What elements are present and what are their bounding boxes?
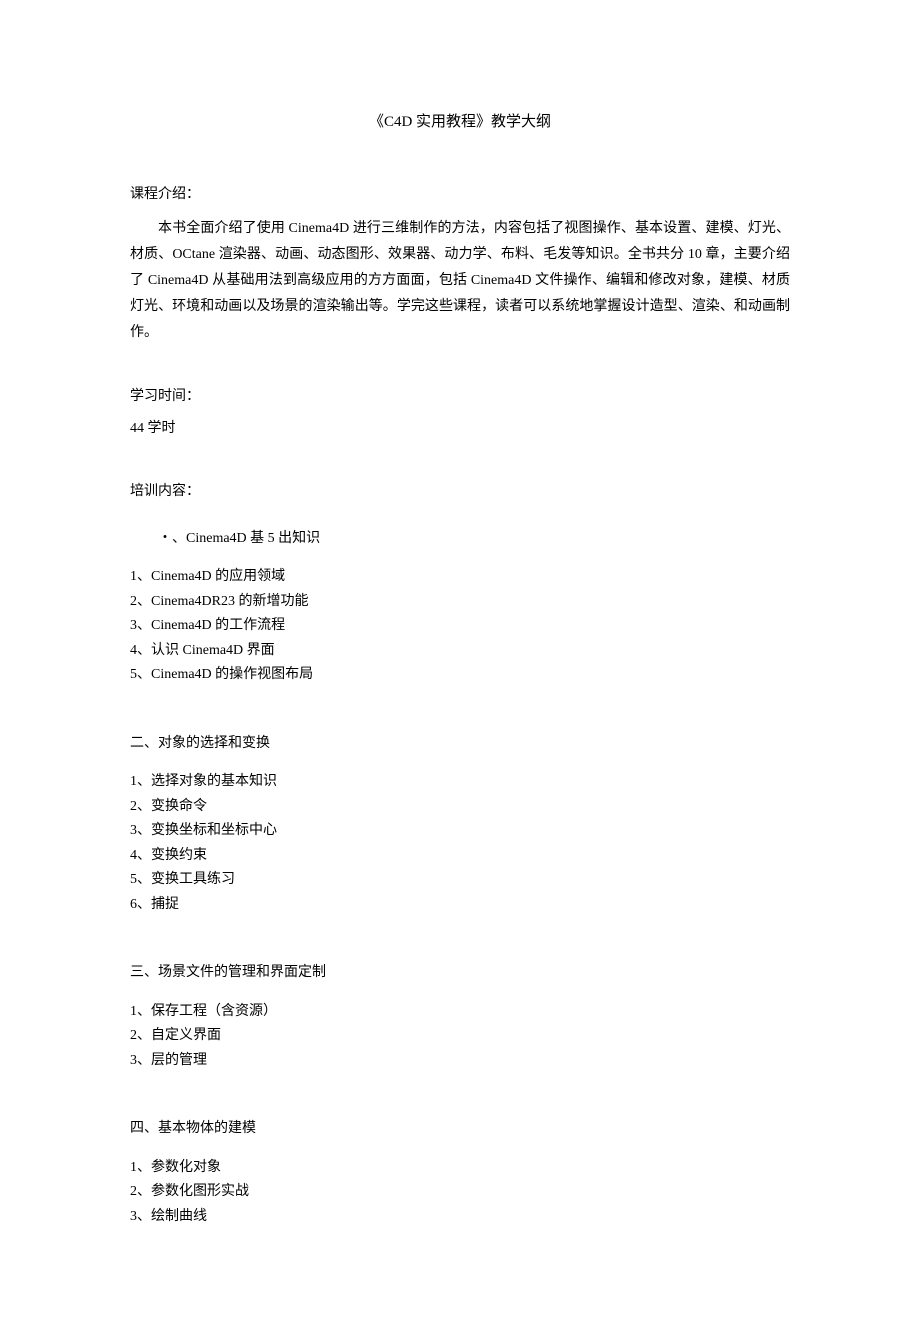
course-intro-label: 课程介绍： [130,184,790,206]
list-item: 3、Cinema4D 的工作流程 [130,614,790,639]
list-item: 2、自定义界面 [130,1024,790,1049]
list-item: 1、参数化对象 [130,1156,790,1181]
list-item: 3、层的管理 [130,1049,790,1074]
study-time-label: 学习时间： [130,386,790,408]
chapter-title: ・、Cinema4D 基 5 出知识 [130,528,790,550]
chapter-title: 四、基本物体的建模 [130,1118,790,1140]
chapters-container: ・、Cinema4D 基 5 出知识 1、Cinema4D 的应用领域2、Cine… [130,528,790,1229]
list-item: 5、变换工具练习 [130,868,790,893]
list-item: 1、保存工程（含资源） [130,1000,790,1025]
list-item: 2、变换命令 [130,795,790,820]
list-item: 1、选择对象的基本知识 [130,770,790,795]
list-item: 4、变换约束 [130,844,790,869]
chapter-title: 三、场景文件的管理和界面定制 [130,962,790,984]
list-item: 3、变换坐标和坐标中心 [130,819,790,844]
chapter-item-list: 1、参数化对象2、参数化图形实战3、绘制曲线 [130,1156,790,1230]
list-item: 2、Cinema4DR23 的新增功能 [130,590,790,615]
content-label: 培训内容： [130,481,790,503]
chapter-title: 二、对象的选择和变换 [130,733,790,755]
study-time-value: 44 学时 [130,418,790,440]
list-item: 1、Cinema4D 的应用领域 [130,565,790,590]
list-item: 3、绘制曲线 [130,1205,790,1230]
document-title: 《C4D 实用教程》教学大纲 [130,110,790,134]
chapter-item-list: 1、选择对象的基本知识2、变换命令3、变换坐标和坐标中心4、变换约束5、变换工具… [130,770,790,917]
chapter-item-list: 1、保存工程（含资源）2、自定义界面3、层的管理 [130,1000,790,1074]
list-item: 5、Cinema4D 的操作视图布局 [130,663,790,688]
course-intro-text: 本书全面介绍了使用 Cinema4D 进行三维制作的方法，内容包括了视图操作、基… [130,216,790,345]
list-item: 2、参数化图形实战 [130,1180,790,1205]
chapter-item-list: 1、Cinema4D 的应用领域2、Cinema4DR23 的新增功能3、Cin… [130,565,790,688]
list-item: 6、捕捉 [130,893,790,918]
list-item: 4、认识 Cinema4D 界面 [130,639,790,664]
